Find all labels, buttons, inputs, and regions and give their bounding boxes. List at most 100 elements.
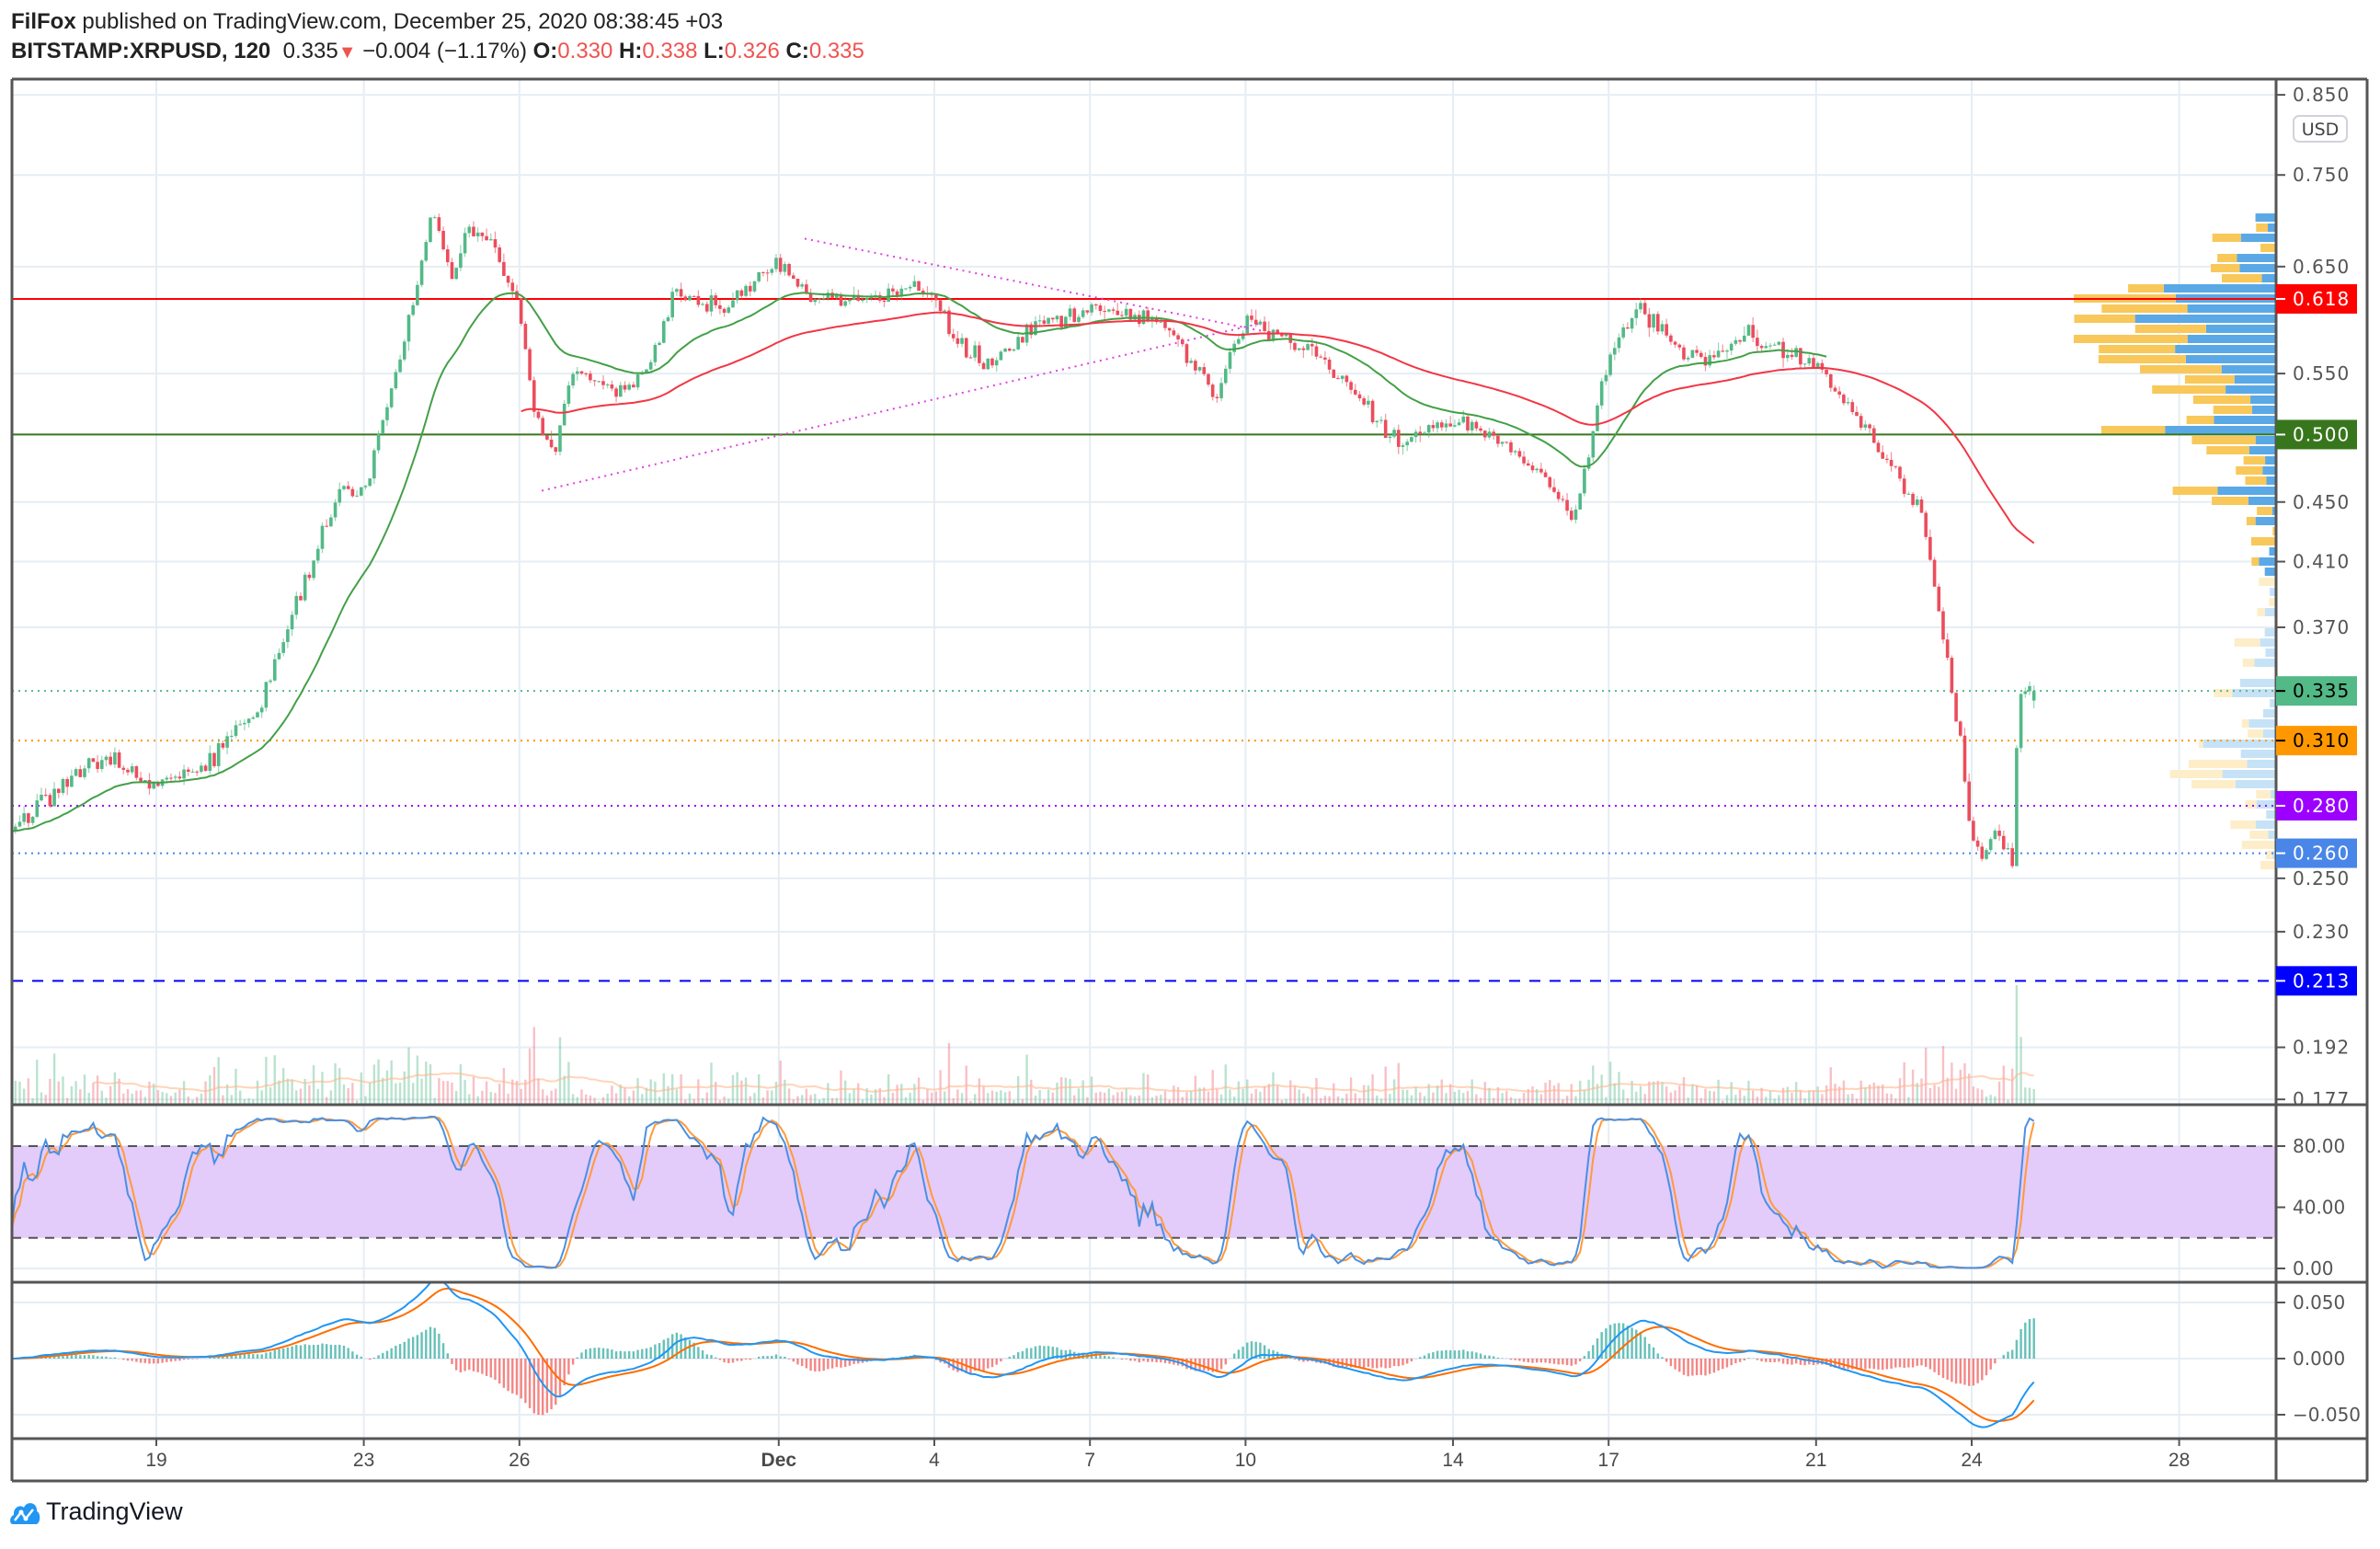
macd-histogram-bar (238, 1353, 242, 1359)
macd-histogram-bar (355, 1354, 359, 1359)
volume-bar (2010, 1068, 2014, 1105)
volume-profile-up-bar (2262, 466, 2276, 475)
volume-bar (485, 1081, 488, 1105)
candle-up (246, 718, 251, 723)
candles (12, 213, 2036, 869)
volume-bar (1639, 1085, 1642, 1105)
candle-down (480, 232, 485, 236)
volume-bar (446, 1081, 449, 1105)
macd-histogram-bar (126, 1359, 130, 1361)
macd-histogram-bar (1678, 1359, 1681, 1372)
macd-histogram-bar (481, 1359, 484, 1374)
macd-histogram-bar (852, 1359, 855, 1364)
macd-histogram-bar (1743, 1359, 1745, 1361)
macd-histogram-bar (403, 1341, 406, 1359)
candle-down (1859, 416, 1863, 428)
volume-profile-up-bar (2255, 820, 2276, 829)
volume-bar (489, 1092, 492, 1105)
candle-up (402, 341, 406, 360)
macd-histogram-bar (1216, 1359, 1219, 1372)
candle-down (43, 794, 48, 796)
candle-up (234, 725, 238, 736)
candle-down (968, 357, 973, 359)
candle-up (1777, 341, 1781, 345)
volume-bar (1743, 1096, 1745, 1105)
macd-histogram-bar (1354, 1359, 1356, 1368)
candle-up (432, 217, 437, 219)
candle-up (1241, 333, 1245, 339)
candle-down (947, 310, 951, 335)
candle-down (485, 235, 488, 241)
volume-bar (1376, 1096, 1379, 1105)
candle-down (1116, 310, 1120, 316)
volume-bar (222, 1095, 224, 1105)
macd-histogram-bar (1448, 1350, 1452, 1359)
volume-bar (96, 1075, 99, 1105)
volume-bar (454, 1091, 458, 1105)
low-label: L: (704, 39, 725, 63)
volume-bar (161, 1092, 164, 1105)
candle-down (610, 384, 614, 389)
macd-histogram-bar (1181, 1359, 1184, 1367)
price-tick-label: 0.450 (2293, 491, 2350, 513)
macd-histogram-bar (800, 1359, 804, 1367)
macd-histogram-bar (1928, 1359, 1932, 1370)
candle-down (549, 439, 554, 448)
candle-down (917, 281, 921, 292)
candle-up (381, 419, 385, 434)
macd-histogram-bar (1241, 1347, 1244, 1359)
candle-up (1729, 343, 1734, 351)
candle-up (899, 288, 904, 297)
macd-histogram-bar (774, 1354, 778, 1359)
macd-histogram-bar (169, 1359, 173, 1362)
volume-bar (2028, 1087, 2031, 1105)
volume-bar (878, 1088, 881, 1105)
volume-bar (537, 1078, 540, 1105)
candle-down (704, 304, 709, 312)
moving-averages (12, 292, 2035, 832)
volume-bar (1725, 1095, 1729, 1105)
candle-up (783, 264, 787, 272)
candle-up (843, 301, 847, 306)
macd-histogram-bar (1859, 1359, 1862, 1371)
candle-up (17, 821, 22, 827)
macd-histogram-bar (1959, 1359, 1962, 1384)
volume-bar (1816, 1086, 1819, 1105)
macd-histogram-bar (1781, 1359, 1785, 1364)
volume-bar (1751, 1090, 1755, 1105)
candle-up (1742, 335, 1746, 342)
macd-histogram-bar (407, 1338, 410, 1359)
candle-up (2028, 685, 2031, 692)
macd-histogram-bar (1376, 1359, 1379, 1369)
candle-down (1855, 411, 1859, 417)
volume-bar (1522, 1093, 1526, 1105)
volume-bar (1781, 1087, 1785, 1105)
volume-bar (1518, 1098, 1521, 1105)
candle-down (212, 752, 216, 766)
macd-histogram-bar (1963, 1359, 1966, 1385)
currency-badge[interactable]: USD (2293, 115, 2348, 143)
candle-up (1245, 316, 1250, 334)
candle-down (1997, 831, 2001, 836)
macd-histogram-bar (567, 1359, 570, 1375)
volume-bar (1600, 1074, 1603, 1105)
macd-histogram-bar (667, 1337, 669, 1359)
tradingview-logo[interactable]: TradingView (9, 1497, 183, 1526)
volume-bar (740, 1080, 743, 1105)
macd-histogram-bar (654, 1344, 657, 1359)
candle-up (1586, 457, 1591, 469)
volume-bar (2024, 1087, 2027, 1105)
macd-histogram-bar (278, 1348, 280, 1359)
candle-down (1383, 419, 1388, 439)
candle-up (338, 488, 342, 503)
author-name[interactable]: FilFox (11, 9, 76, 34)
macd-histogram-bar (1583, 1356, 1586, 1359)
candle-down (1548, 476, 1552, 488)
volume-bar (507, 1093, 509, 1105)
candle-up (1219, 383, 1223, 398)
macd-histogram-bar (1669, 1359, 1673, 1367)
volume-bar (1791, 1092, 1793, 1105)
candle-up (1159, 321, 1163, 323)
volume-profile-down-bar (2249, 831, 2269, 839)
